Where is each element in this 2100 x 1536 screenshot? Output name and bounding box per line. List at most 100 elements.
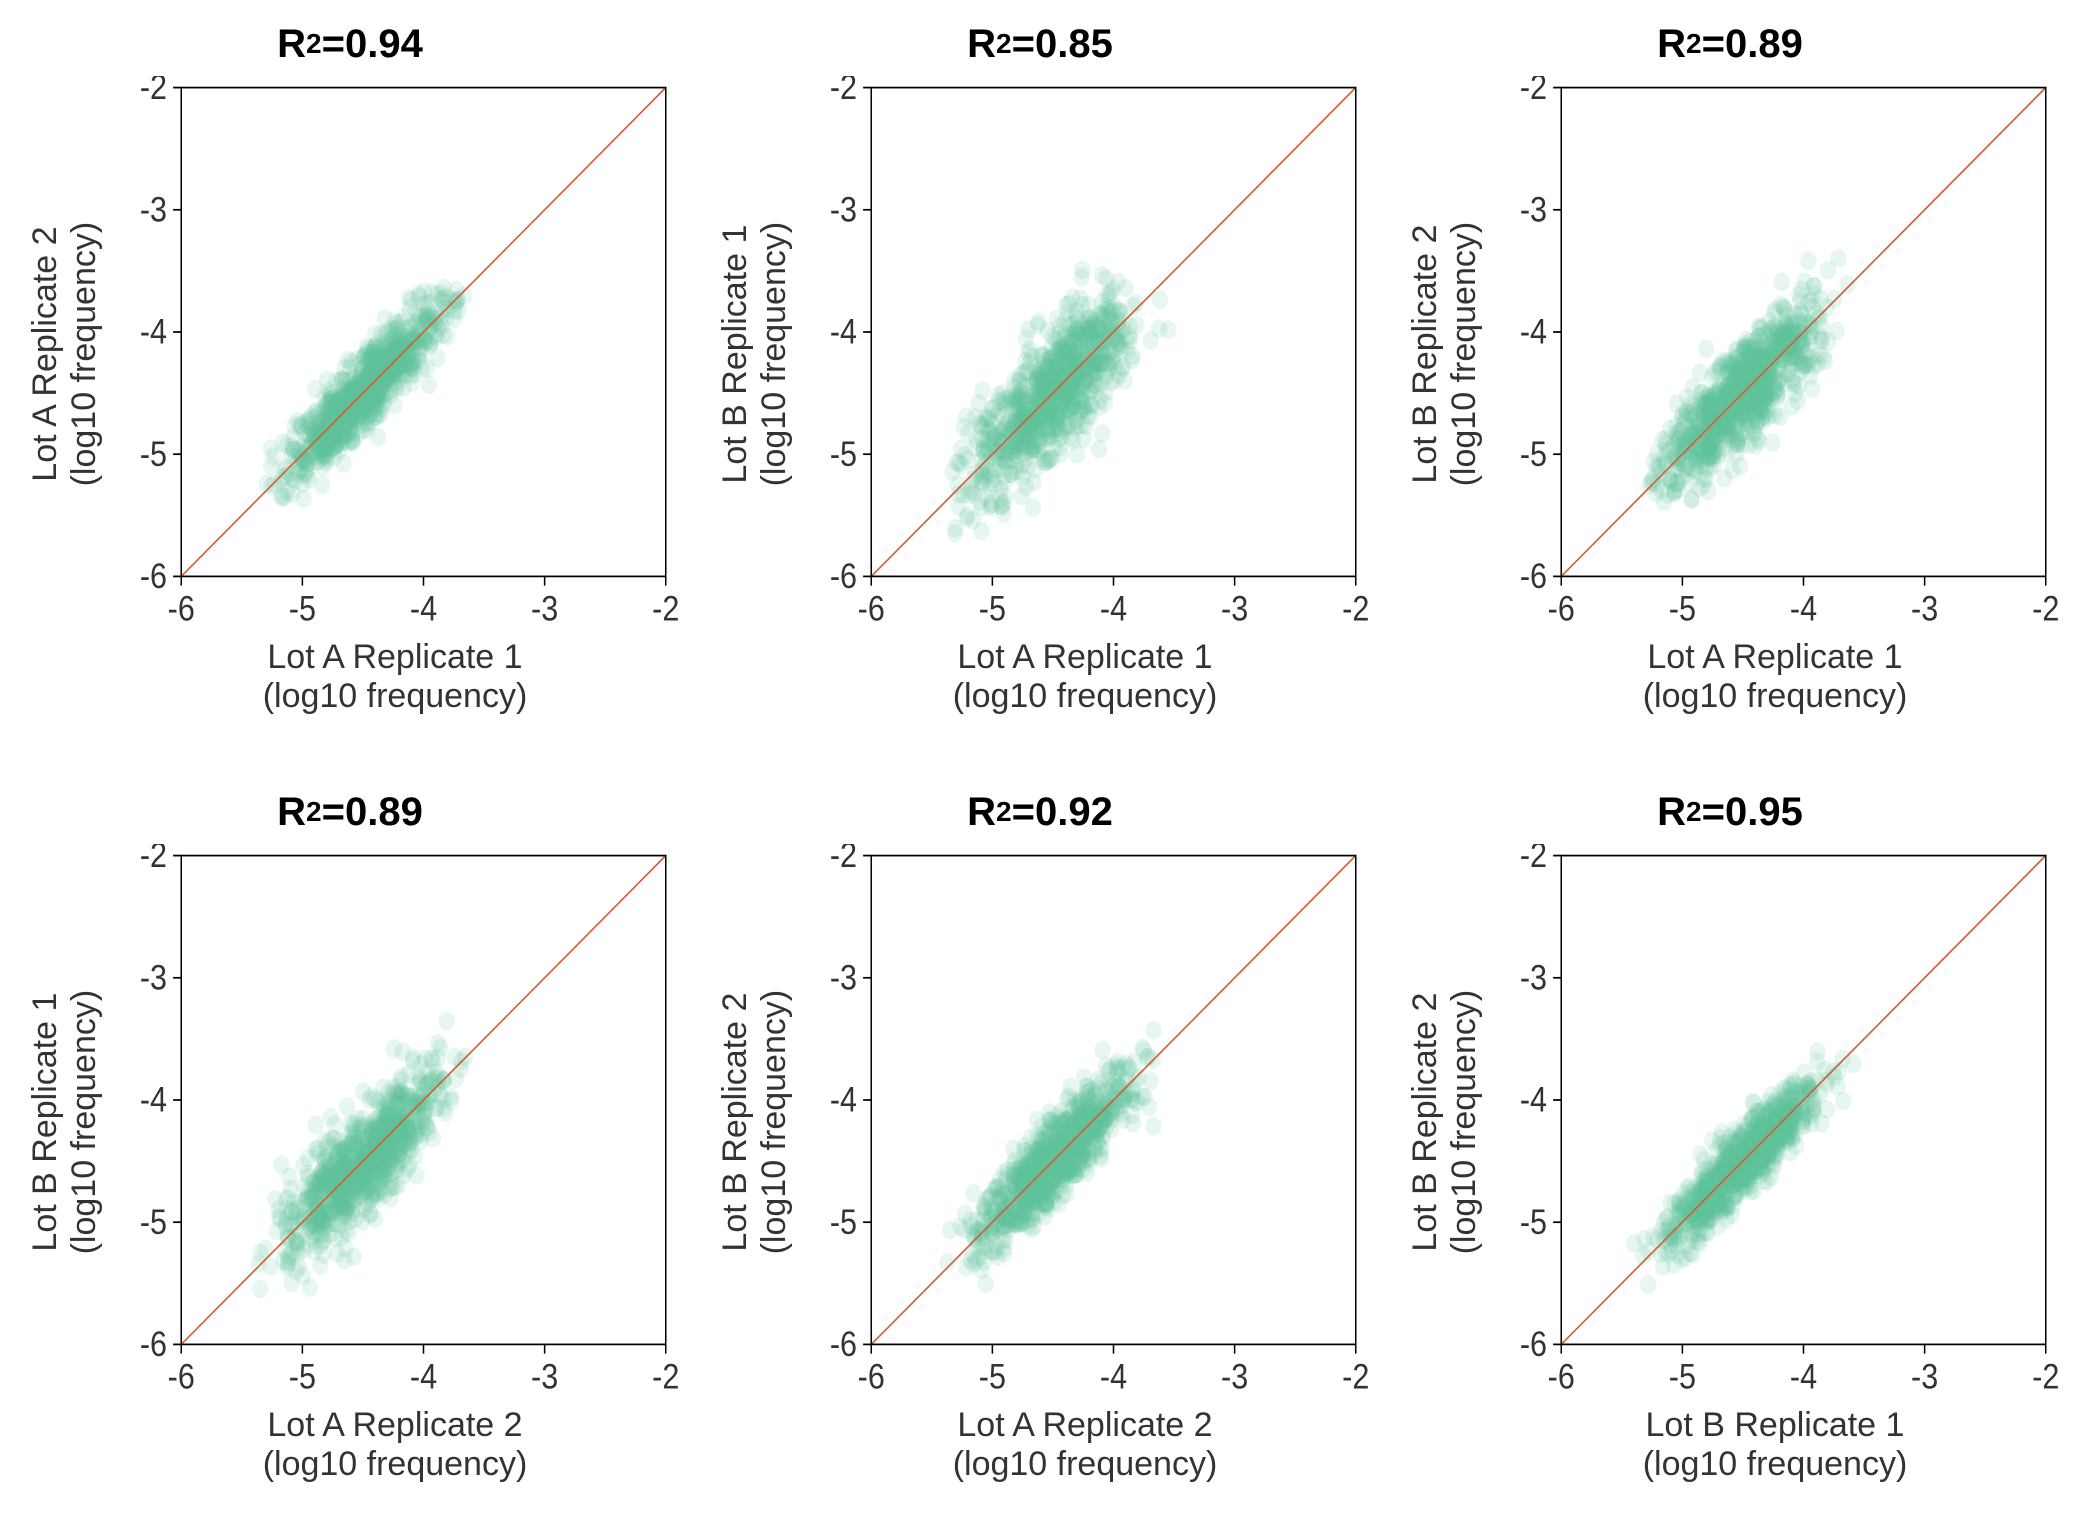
ylabel-wrap: Lot B Replicate 2(log10 frequency) (1400, 844, 1490, 1400)
panel-title: R2 = 0.92 (967, 788, 1113, 836)
title-value: 0.94 (345, 22, 423, 67)
y-tick-label: -5 (140, 434, 167, 473)
y-tick-label: -4 (140, 312, 167, 351)
title-equals: = (322, 22, 345, 67)
title-equals: = (1012, 790, 1035, 835)
x-tick-label: -3 (1911, 589, 1938, 628)
x-tick-label: -5 (1669, 589, 1696, 628)
title-r: R (967, 22, 996, 67)
ylabel-line1: Lot A Replicate 2 (26, 226, 64, 481)
x-axis-label: Lot A Replicate 2(log10 frequency) (263, 1406, 528, 1484)
title-equals: = (322, 790, 345, 835)
xlabel-line1: Lot A Replicate 2 (957, 1406, 1212, 1444)
identity-line (1561, 88, 2046, 577)
x-tick-label: -3 (531, 1357, 558, 1396)
y-tick-label: -5 (1520, 1202, 1547, 1241)
title-equals: = (1702, 22, 1725, 67)
y-tick-label: -3 (140, 190, 167, 229)
x-tick-label: -3 (1911, 1357, 1938, 1396)
scatter-panel: R2 = 0.92 Lot B Replicate 2(log10 frequen… (710, 788, 1370, 1516)
y-axis-label: Lot B Replicate 1(log10 frequency) (716, 222, 794, 487)
scatter-points (1641, 249, 1856, 511)
xlabel-row: Lot A Replicate 2(log10 frequency) (863, 1400, 1218, 1516)
xlabel-line1: Lot A Replicate 1 (957, 638, 1212, 676)
scatter-svg: -6-5-4-3-2-6-5-4-3-2 (1490, 76, 2060, 632)
y-tick-label: -5 (830, 434, 857, 473)
scatter-svg: -6-5-4-3-2-6-5-4-3-2 (800, 844, 1370, 1400)
x-tick-label: -2 (2032, 1357, 2059, 1396)
y-tick-label: -4 (830, 1080, 857, 1119)
plot-row: Lot B Replicate 2(log10 frequency)-6-5-4… (710, 844, 1370, 1400)
y-tick-label: -2 (830, 76, 857, 107)
xlabel-row: Lot A Replicate 1(log10 frequency) (1553, 632, 1908, 748)
plot-row: Lot B Replicate 2(log10 frequency)-6-5-4… (1400, 76, 2060, 632)
panel-title: R2 = 0.94 (277, 20, 423, 68)
x-tick-label: -5 (289, 1357, 316, 1396)
x-tick-label: -3 (1221, 589, 1248, 628)
ylabel-line2: (log10 frequency) (755, 990, 793, 1255)
x-tick-label: -2 (1342, 589, 1369, 628)
y-tick-label: -5 (1520, 434, 1547, 473)
y-tick-label: -2 (1520, 76, 1547, 107)
x-tick-label: -2 (2032, 589, 2059, 628)
ylabel-line1: Lot B Replicate 1 (716, 225, 754, 484)
title-value: 0.92 (1035, 790, 1113, 835)
x-tick-label: -5 (979, 1357, 1006, 1396)
plot-area: -6-5-4-3-2-6-5-4-3-2 (110, 844, 680, 1400)
title-value: 0.85 (1035, 22, 1113, 67)
xlabel-line2: (log10 frequency) (1643, 677, 1908, 715)
ylabel-wrap: Lot B Replicate 1(log10 frequency) (20, 844, 110, 1400)
title-value: 0.95 (1725, 790, 1803, 835)
x-tick-label: -2 (1342, 1357, 1369, 1396)
xlabel-line2: (log10 frequency) (1643, 1445, 1908, 1483)
title-value: 0.89 (1725, 22, 1803, 67)
identity-line (1561, 856, 2046, 1345)
scatter-points (250, 1012, 473, 1299)
title-exp: 2 (1686, 796, 1702, 828)
ylabel-line2: (log10 frequency) (65, 990, 103, 1255)
title-equals: = (1702, 790, 1725, 835)
figure: R2 = 0.94Lot A Replicate 2(log10 frequen… (0, 0, 2100, 1536)
scatter-points (939, 1021, 1161, 1293)
title-exp: 2 (996, 28, 1012, 60)
plot-area: -6-5-4-3-2-6-5-4-3-2 (110, 76, 680, 632)
x-tick-label: -2 (652, 1357, 679, 1396)
y-tick-label: -4 (1520, 312, 1547, 351)
y-axis-label: Lot B Replicate 2(log10 frequency) (716, 990, 794, 1255)
plot-area: -6-5-4-3-2-6-5-4-3-2 (1490, 76, 2060, 632)
title-exp: 2 (996, 796, 1012, 828)
panel-grid: R2 = 0.94Lot A Replicate 2(log10 frequen… (0, 0, 2100, 1536)
ylabel-line1: Lot B Replicate 2 (1406, 993, 1444, 1252)
identity-line (181, 88, 666, 577)
ylabel-wrap: Lot B Replicate 2(log10 frequency) (710, 844, 800, 1400)
scatter-panel: R2 = 0.85Lot B Replicate 1(log10 frequen… (710, 20, 1370, 748)
xlabel-row: Lot A Replicate 2(log10 frequency) (173, 1400, 528, 1516)
x-tick-label: -2 (652, 589, 679, 628)
identity-line (871, 856, 1356, 1345)
plot-area: -6-5-4-3-2-6-5-4-3-2 (1490, 844, 2060, 1400)
x-tick-label: -4 (410, 589, 437, 628)
panel-title: R2 = 0.95 (1657, 788, 1803, 836)
y-tick-label: -6 (140, 1324, 167, 1363)
xlabel-line2: (log10 frequency) (953, 677, 1218, 715)
y-tick-label: -2 (140, 844, 167, 875)
x-tick-label: -6 (168, 589, 195, 628)
y-axis-label: Lot B Replicate 1(log10 frequency) (26, 990, 104, 1255)
x-axis-label: Lot A Replicate 2(log10 frequency) (953, 1406, 1218, 1484)
scatter-points (259, 279, 473, 508)
x-axis-label: Lot A Replicate 1(log10 frequency) (953, 638, 1218, 716)
plot-row: Lot A Replicate 2(log10 frequency)-6-5-4… (20, 76, 680, 632)
x-tick-label: -4 (1790, 589, 1817, 628)
y-tick-label: -3 (1520, 190, 1547, 229)
y-tick-label: -5 (140, 1202, 167, 1241)
y-tick-label: -3 (830, 190, 857, 229)
panel-title: R2 = 0.85 (967, 20, 1113, 68)
y-tick-label: -6 (830, 556, 857, 595)
x-axis-label: Lot B Replicate 1(log10 frequency) (1643, 1406, 1908, 1484)
ylabel-line2: (log10 frequency) (1445, 222, 1483, 487)
scatter-svg: -6-5-4-3-2-6-5-4-3-2 (800, 76, 1370, 632)
x-tick-label: -6 (858, 589, 885, 628)
title-exp: 2 (306, 28, 322, 60)
y-tick-label: -3 (140, 958, 167, 997)
ylabel-line1: Lot B Replicate 1 (26, 993, 64, 1252)
